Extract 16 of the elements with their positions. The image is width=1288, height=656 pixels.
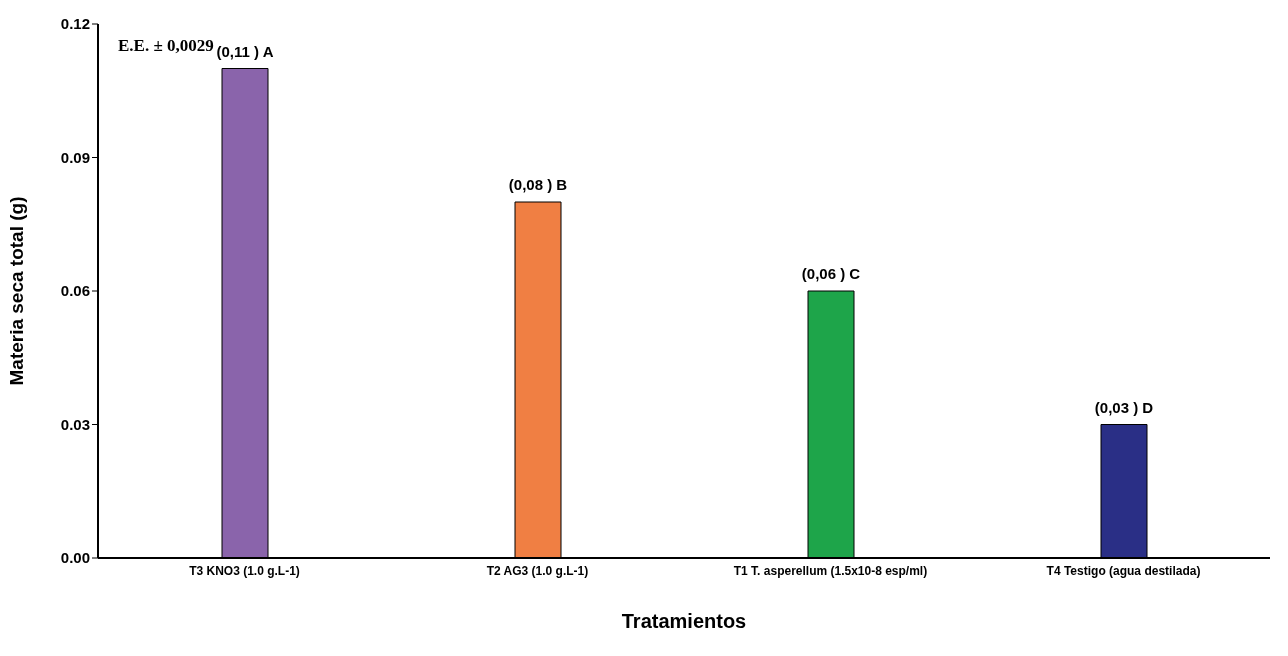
data-label: (0,11 ) A — [216, 42, 274, 60]
annotation: E.E. ± 0,0029 — [118, 36, 214, 56]
x-axis-title: Tratamientos — [621, 610, 747, 632]
y-tick-label: 0.09 — [60, 148, 90, 166]
y-tick-label: 0.12 — [60, 15, 90, 33]
data-label: (0,06 ) C — [801, 265, 861, 282]
x-tick-label: T3 KNO3 (1.0 g.L-1) — [189, 563, 300, 578]
x-tick-label: T1 T. asperellum (1.5x10-8 esp/ml) — [733, 563, 928, 578]
y-axis-title: Materia seca total (g) — [5, 196, 27, 386]
y-tick-label: 0.03 — [60, 415, 90, 433]
data-label: (0,08 ) B — [508, 176, 568, 193]
x-tick-label: T4 Testigo (agua destilada) — [1046, 563, 1201, 578]
data-label: (0,03 ) D — [1094, 398, 1154, 416]
y-tick-label: 0.00 — [60, 549, 90, 567]
y-tick-label: 0.06 — [60, 282, 90, 300]
x-tick-label: T2 AG3 (1.0 g.L-1) — [486, 563, 589, 578]
